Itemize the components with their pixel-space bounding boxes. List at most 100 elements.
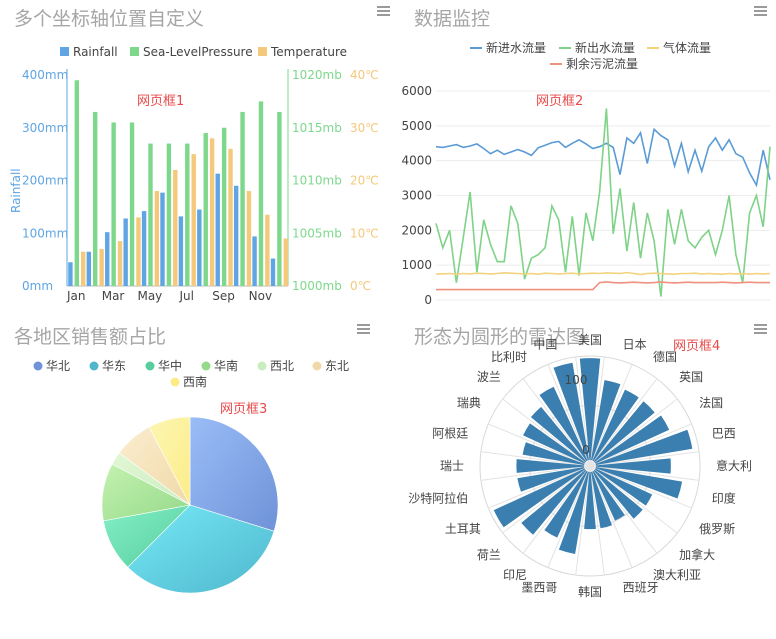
category-label: 阿根廷 [432, 426, 468, 440]
bar [233, 185, 239, 286]
polar-bar [530, 406, 587, 463]
polar-bar [595, 467, 683, 499]
polar-spoke [589, 398, 678, 467]
polar-bar [591, 471, 612, 529]
polar-grid-circle [479, 355, 701, 577]
bar [221, 127, 227, 286]
bar [117, 241, 123, 286]
polar-spoke [589, 465, 658, 554]
polar-spoke [589, 364, 633, 467]
series-line [436, 281, 770, 291]
polar-bar [579, 358, 601, 460]
y-left-tick: 400mm [22, 68, 68, 82]
polar-spoke [547, 465, 591, 568]
polar-spoke [589, 465, 692, 509]
bar [191, 154, 196, 286]
category-label: 德国 [653, 349, 677, 364]
x-tick-label: Jan [66, 289, 86, 303]
polar-bar [594, 415, 670, 464]
polar-spoke [589, 378, 658, 467]
series-line [436, 271, 771, 276]
bar [283, 238, 288, 286]
x-tick-label: May [137, 289, 162, 303]
panel-title: 各地区销售额占比 [14, 326, 167, 348]
menu-icon[interactable] [754, 324, 767, 335]
menu-icon[interactable] [357, 324, 370, 335]
bar [203, 133, 208, 286]
bar [178, 216, 184, 286]
polar-spoke [488, 465, 591, 509]
polar-spoke [480, 451, 591, 467]
polar-bar [539, 386, 588, 462]
pie-slice [148, 416, 191, 506]
polar-bar [523, 423, 586, 464]
polar-bar [553, 362, 589, 461]
bar [93, 111, 98, 286]
category-label: 印度 [712, 491, 736, 506]
pie-slice [127, 504, 275, 594]
y-left-tick: 100mm [22, 226, 68, 240]
y-left-tick: 0mm [22, 279, 53, 293]
bar [265, 214, 270, 286]
bar [105, 232, 110, 286]
y-tick-label: 0 [424, 293, 432, 307]
menu-icon[interactable] [754, 6, 767, 17]
bar [160, 192, 165, 286]
legend-swatch [130, 47, 139, 56]
y-tick-label: 6000 [401, 84, 432, 98]
frame-label: 网页框3 [220, 402, 268, 417]
menu-icon[interactable] [377, 6, 390, 17]
multi-axis-panel: 多个坐标轴位置自定义 Rainfall Sea-LevelPressure Temp… [0, 0, 400, 318]
polar-spoke [488, 423, 591, 467]
legend-label: 新出水流量 [575, 40, 635, 55]
legend-label: 新进水流量 [486, 40, 546, 55]
y-left-tick: 300mm [22, 121, 68, 135]
polar-spoke [589, 451, 700, 467]
category-label: 日本 [623, 337, 647, 351]
polar-spoke [589, 423, 692, 467]
category-label: 俄罗斯 [699, 522, 735, 536]
category-label: 意大利 [716, 458, 752, 473]
bar [166, 143, 172, 286]
y-left-label: Rainfall [9, 168, 23, 213]
radial-tick-label: 0 [582, 443, 590, 457]
legend-label: 剩余污泥流量 [566, 56, 638, 71]
category-label: 土耳其 [445, 522, 481, 536]
polar-bar [493, 468, 586, 528]
bar [197, 209, 202, 286]
category-label: 英国 [679, 370, 703, 384]
bar [173, 169, 178, 286]
polar-bar [591, 380, 621, 461]
polar-bar [592, 389, 639, 462]
pie-slice [189, 416, 279, 532]
polar-bar [584, 472, 596, 530]
data-monitor-panel: 数据监控 新进水流量 新出水流量 气体流量 剩余污泥流量 0 1000 2000 3000 40… [400, 0, 776, 318]
category-label: 法国 [699, 396, 723, 410]
y-right2-tick: 0℃ [350, 279, 371, 293]
bar [270, 258, 276, 286]
category-label: 巴西 [712, 426, 736, 440]
y-right-tick: 1020mb [292, 68, 342, 82]
region-sales-panel: 各地区销售额占比 华北 华东 华中 华南 西北 东北 西南 网页框3 [0, 318, 400, 639]
legend-swatch [145, 361, 155, 371]
polar-bar [595, 429, 693, 465]
legend-label: 华中 [158, 358, 182, 373]
panel-title: 形态为圆形的雷达图 [414, 326, 586, 348]
polar-spoke [589, 465, 678, 534]
y-right2-tick: 10℃ [350, 226, 379, 240]
legend-label: Temperature [270, 45, 347, 59]
bar [136, 217, 141, 286]
legend-label: 西南 [183, 374, 207, 389]
polar-spoke [480, 465, 591, 481]
polar-spoke [547, 364, 591, 467]
category-label: 中国 [533, 336, 557, 351]
y-tick-label: 5000 [401, 119, 432, 133]
polar-spoke [589, 356, 605, 467]
frame-label: 网页框4 [673, 339, 721, 354]
legend-label: 东北 [325, 359, 349, 373]
category-label: 波兰 [477, 370, 501, 384]
radial-tick-label: 100 [565, 373, 588, 387]
bar [86, 251, 92, 286]
legend-label: Rainfall [73, 45, 118, 59]
polar-spoke [522, 465, 591, 554]
